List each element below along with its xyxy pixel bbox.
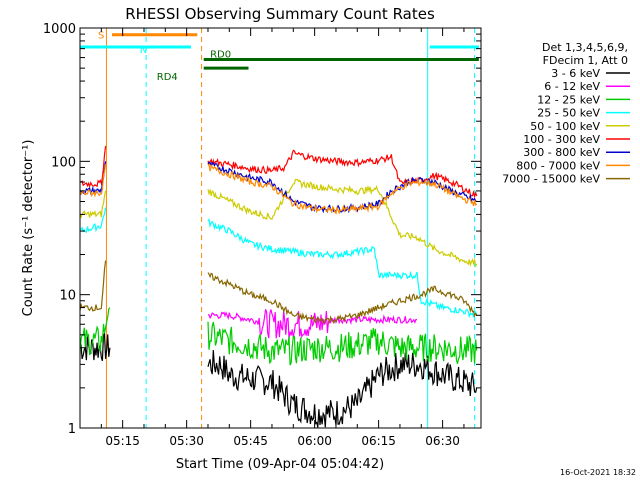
state-bar-label: RD0	[210, 50, 231, 61]
x-tick-label: 06:30	[425, 434, 460, 448]
series-line	[207, 178, 478, 268]
legend-label: 300 - 800 keV	[523, 146, 600, 159]
state-bar-label: S	[98, 31, 104, 42]
series-line	[207, 161, 477, 214]
x-tick-label: 06:00	[297, 434, 332, 448]
x-tick-label: 06:15	[361, 434, 396, 448]
state-bar-label: RD4	[157, 72, 178, 83]
x-tick-label: 05:30	[169, 434, 204, 448]
series-line	[79, 161, 107, 196]
attenuator-bars: S N RD0 RD4	[80, 31, 479, 83]
series-line	[207, 163, 478, 215]
plot-frame	[79, 27, 482, 429]
series-line	[79, 207, 107, 234]
legend-label: 100 - 300 keV	[523, 133, 600, 146]
chart-title: RHESSI Observing Summary Count Rates	[125, 5, 435, 23]
footer-timestamp: 16-Oct-2021 18:32	[560, 468, 636, 477]
legend-label: 12 - 25 keV	[537, 93, 600, 106]
state-bar-label: N	[140, 45, 147, 56]
legend: Det 1,3,4,5,6,9, FDecim 1, Att 0 3 - 6 k…	[502, 41, 630, 186]
series-line	[79, 146, 107, 189]
y-tick-label: 1	[68, 422, 76, 437]
series-line	[79, 164, 107, 198]
legend-label: 50 - 100 keV	[530, 120, 600, 133]
series-line	[207, 272, 478, 325]
y-tick-label: 10	[59, 289, 76, 304]
legend-label: 25 - 50 keV	[537, 107, 600, 120]
legend-header-line-1: Det 1,3,4,5,6,9,	[542, 41, 628, 54]
series-layer	[79, 146, 478, 428]
series-line	[207, 321, 478, 366]
legend-label: 6 - 12 keV	[544, 80, 600, 93]
x-axis-label: Start Time (09-Apr-04 05:04:42)	[176, 457, 384, 472]
legend-header-line-2: FDecim 1, Att 0	[543, 54, 628, 67]
axes: 05:15 05:30 05:45 06:00 06:15 06:30 1 10 100 1000	[43, 22, 481, 448]
series-line	[79, 190, 107, 219]
y-tick-label: 1000	[43, 22, 76, 37]
series-line	[208, 309, 417, 339]
y-axis-label: Count Rate (s⁻¹ detector⁻¹)	[21, 140, 36, 317]
series-line	[207, 350, 478, 428]
legend-label: 3 - 6 keV	[551, 67, 600, 80]
series-line	[79, 260, 107, 312]
x-tick-label: 05:45	[233, 434, 268, 448]
y-tick-label: 100	[51, 155, 76, 170]
series-line	[79, 307, 111, 356]
legend-label: 7000 - 15000 keV	[502, 173, 600, 186]
series-line	[207, 217, 478, 319]
legend-label: 800 - 7000 keV	[516, 159, 600, 172]
x-tick-label: 05:15	[105, 434, 140, 448]
series-line	[207, 149, 478, 199]
